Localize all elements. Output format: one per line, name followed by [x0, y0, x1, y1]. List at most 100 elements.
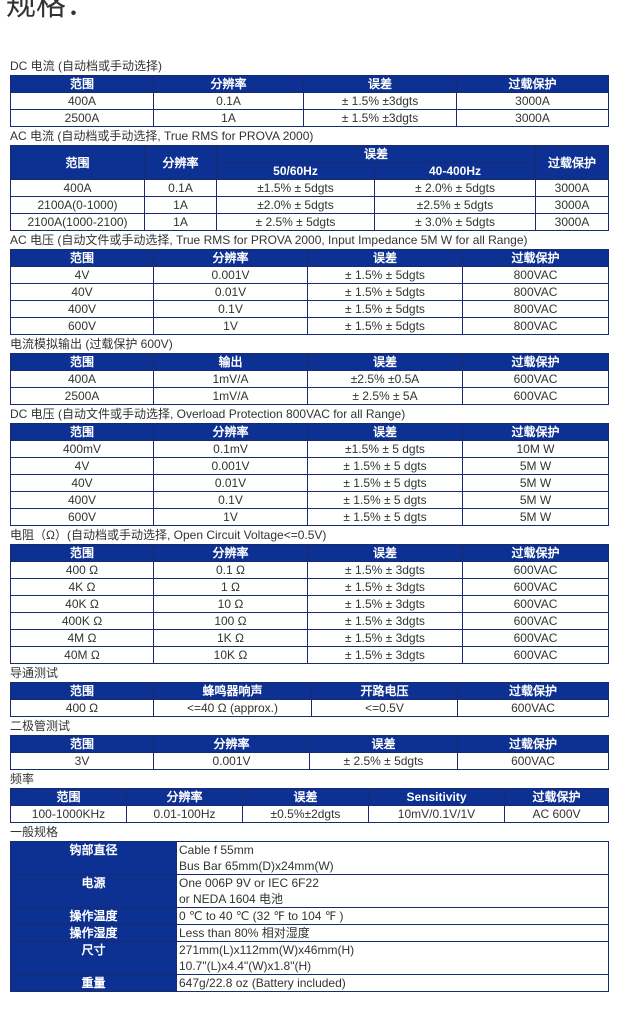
- header-row: 范围 分辨率 误差 过载保护: [10, 423, 609, 441]
- data-cell: ± 1.5% ± 5 dgts: [307, 508, 463, 526]
- header-row: 范围 分辨率 误差 过载保护: [10, 145, 610, 180]
- data-row: 400A 0.1A ± 1.5% ±3dgts 3000A: [10, 92, 609, 110]
- section-caption: 电阻（Ω）(自动档或手动选择, Open Circuit Voltage<=0.…: [10, 528, 327, 542]
- spec-table: 范围 分辨率 误差 过载保护 400 Ω 0.1 Ω ± 1.5% ± 3dgts 600VA…: [10, 544, 609, 664]
- data-cell: 600V: [10, 508, 154, 526]
- data-cell: 0.1 Ω: [153, 561, 308, 579]
- spec-value: Cable f 55mm Bus Bar 65mm(D)x24mm(W): [176, 841, 609, 875]
- data-cell: ±1.5% ± 5 dgts: [307, 440, 463, 458]
- data-cell: 0.1V: [153, 491, 308, 509]
- data-row: 100-1000KHz 0.01-100Hz ±0.5%±2dgts 10mV/0.1…: [10, 805, 609, 823]
- spec-table: 范围 分辨率 误差 过载保护 400A 0.1A ± 1.5% ±3dgts 3000A 250…: [10, 75, 609, 127]
- spec-table: 范围 分辨率 误差 过载保护 50/60Hz 40-400Hz 400A 0.1A ±1.5% …: [10, 145, 610, 231]
- header-row: 范围 分辨率 误差 过载保护: [10, 544, 609, 562]
- spec-value-line: One 006P 9V or IEC 6F22: [179, 876, 319, 890]
- data-cell: 4K Ω: [10, 578, 154, 596]
- section-caption: 一般规格: [10, 825, 59, 839]
- data-cell: 4M Ω: [10, 629, 154, 647]
- section-caption: 电流模拟输出 (过载保护 600V): [10, 337, 173, 351]
- section-caption: DC 电流 (自动档或手动选择): [10, 59, 162, 73]
- header-cell: 范围: [10, 735, 154, 753]
- header-cell: 分辨率: [153, 735, 310, 753]
- data-cell: ± 1.5% ± 3dgts: [307, 646, 463, 664]
- data-cell: 3V: [10, 752, 154, 770]
- spec-table: 范围 输出 误差 过载保护 400A 1mV/A ±2.5% ±0.5A 600VAC 2500…: [10, 353, 609, 405]
- data-row: 钩部直径 Cable f 55mm Bus Bar 65mm(D)x24mm(W): [10, 841, 609, 875]
- data-cell: 2100A(0-1000): [10, 196, 145, 214]
- data-cell: 400A: [10, 92, 154, 110]
- data-cell: 600VAC: [462, 629, 609, 647]
- page-title: 规格：: [6, 0, 96, 22]
- data-cell: 0.1mV: [153, 440, 308, 458]
- section-caption: AC 电流 (自动档或手动选择, True RMS for PROVA 2000…: [10, 129, 314, 143]
- data-cell: ± 1.5% ± 3dgts: [307, 612, 463, 630]
- data-cell: ± 1.5% ± 5dgts: [307, 266, 463, 284]
- data-cell: 2500A: [10, 387, 154, 405]
- header-cell: 误差: [307, 544, 463, 562]
- spec-label: 尺寸: [10, 941, 177, 975]
- header-row: 范围 蜂鸣器响声 开路电压 过载保护: [10, 682, 609, 700]
- data-row: 40V 0.01V ± 1.5% ± 5 dgts 5M W: [10, 474, 609, 492]
- header-cell: 范围: [10, 145, 145, 180]
- header-cell: 范围: [10, 249, 154, 267]
- data-cell: 0.001V: [153, 266, 308, 284]
- data-cell: <=0.5V: [311, 699, 458, 717]
- data-row: 2500A 1A ± 1.5% ±3dgts 3000A: [10, 109, 609, 127]
- data-cell: ± 1.5% ± 5 dgts: [307, 491, 463, 509]
- data-cell: 3000A: [535, 179, 610, 197]
- data-row: 40M Ω 10K Ω ± 1.5% ± 3dgts 600VAC: [10, 646, 609, 664]
- data-cell: 600VAC: [462, 561, 609, 579]
- data-cell: ± 2.5% ± 5A: [307, 387, 463, 405]
- spec-value-line: 271mm(L)x112mm(W)x46mm(H): [179, 943, 355, 957]
- spec-label: 钩部直径: [10, 841, 177, 875]
- data-cell: ±2.5% ±0.5A: [307, 370, 463, 388]
- data-row: 400A 0.1A ±1.5% ± 5dgts ± 2.0% ± 5dgts 3000A: [10, 179, 610, 197]
- data-cell: 5M W: [462, 457, 609, 475]
- data-cell: ± 1.5% ±3dgts: [303, 109, 457, 127]
- data-cell: 1K Ω: [153, 629, 308, 647]
- spec-content: DC 电流 (自动档或手动选择) 范围 分辨率 误差 过载保护 400A 0.1A ± 1.5…: [10, 57, 610, 992]
- spec-value: 647g/22.8 oz (Battery included): [176, 974, 609, 992]
- header-cell: 误差: [215, 145, 537, 163]
- data-cell: 800VAC: [462, 317, 609, 335]
- data-cell: 400V: [10, 491, 154, 509]
- section-caption: 二极管测试: [10, 719, 71, 733]
- data-cell: 600VAC: [457, 752, 609, 770]
- header-row: 范围 分辨率 误差 过载保护: [10, 75, 609, 93]
- spec-table: 范围 分辨率 误差 过载保护 3V 0.001V ± 2.5% ± 5dgts 600VAC: [10, 735, 609, 770]
- header-cell: 误差: [309, 735, 458, 753]
- data-cell: <=40 Ω (approx.): [153, 699, 312, 717]
- header-cell: 分辨率: [153, 75, 304, 93]
- data-cell: 0.01-100Hz: [126, 805, 243, 823]
- spec-table: 钩部直径 Cable f 55mm Bus Bar 65mm(D)x24mm(W) 电…: [10, 841, 609, 992]
- data-cell: 5M W: [462, 491, 609, 509]
- spec-value-line: Cable f 55mm: [179, 843, 254, 857]
- header-cell: 40-400Hz: [373, 162, 537, 180]
- data-cell: 1mV/A: [153, 387, 308, 405]
- header-cell: 过载保护: [456, 75, 609, 93]
- data-cell: ± 1.5% ± 3dgts: [307, 595, 463, 613]
- data-row: 600V 1V ± 1.5% ± 5dgts 800VAC: [10, 317, 609, 335]
- header-row: 范围 分辨率 误差 过载保护: [10, 249, 609, 267]
- data-cell: ± 1.5% ± 3dgts: [307, 578, 463, 596]
- data-cell: ± 1.5% ± 5dgts: [307, 317, 463, 335]
- data-cell: 0.01V: [153, 283, 308, 301]
- data-cell: 400K Ω: [10, 612, 154, 630]
- spec-label: 操作温度: [10, 907, 177, 925]
- data-cell: 600VAC: [457, 699, 609, 717]
- data-cell: 5M W: [462, 474, 609, 492]
- spec-value-line: or NEDA 1604 电池: [179, 892, 284, 906]
- data-cell: ±2.0% ± 5dgts: [216, 196, 375, 214]
- header-cell: 误差: [307, 353, 463, 371]
- data-cell: 3000A: [535, 213, 610, 231]
- header-cell: 误差: [242, 788, 369, 806]
- data-row: 400K Ω 100 Ω ± 1.5% ± 3dgts 600VAC: [10, 612, 609, 630]
- spec-table: 范围 分辨率 误差 Sensitivity 过载保护 100-1000KHz 0.01-10…: [10, 788, 609, 823]
- header-cell: 过载保护: [535, 145, 610, 180]
- header-row: 范围 分辨率 误差 过载保护: [10, 735, 609, 753]
- data-cell: 40M Ω: [10, 646, 154, 664]
- header-cell: 过载保护: [462, 249, 609, 267]
- header-cell: 蜂鸣器响声: [153, 682, 312, 700]
- data-cell: 800VAC: [462, 283, 609, 301]
